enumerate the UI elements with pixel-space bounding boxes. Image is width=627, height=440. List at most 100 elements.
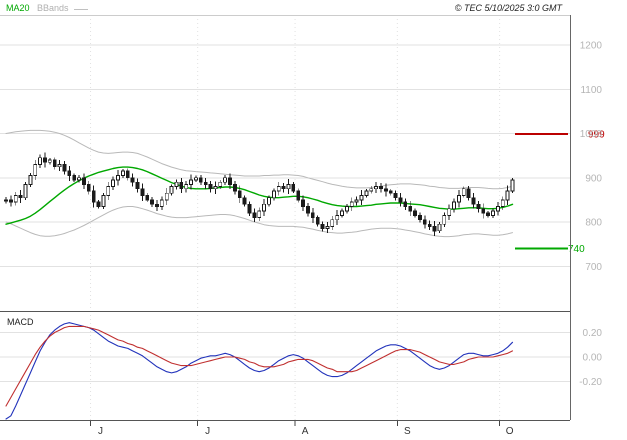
candle-body bbox=[213, 186, 218, 190]
candle-body bbox=[218, 181, 223, 188]
candle-body bbox=[232, 183, 237, 192]
candle-body bbox=[184, 183, 189, 190]
candle-body bbox=[198, 177, 203, 183]
macd-axis-label: 0.20 bbox=[583, 328, 603, 339]
candle-body bbox=[23, 183, 28, 199]
candle-body bbox=[427, 223, 432, 227]
candle-body bbox=[281, 186, 286, 190]
candle-body bbox=[159, 199, 164, 207]
candle-body bbox=[495, 206, 500, 212]
candle-body bbox=[77, 177, 81, 181]
candle-body bbox=[437, 223, 442, 232]
candle-body bbox=[505, 190, 510, 201]
candle-body bbox=[383, 188, 388, 192]
candle-body bbox=[491, 210, 495, 216]
price-axis-label: 1200 bbox=[580, 41, 603, 52]
candle-body bbox=[471, 197, 476, 205]
candle-body bbox=[38, 157, 42, 165]
candle-body bbox=[369, 188, 374, 192]
month-label: S bbox=[404, 426, 411, 437]
price-axis-label: 1100 bbox=[580, 85, 602, 96]
candle-body bbox=[315, 217, 320, 225]
candle-body bbox=[286, 183, 291, 190]
candle-body bbox=[500, 199, 505, 207]
candle-body bbox=[18, 195, 23, 199]
candle-body bbox=[164, 192, 169, 201]
candle-body bbox=[125, 170, 130, 179]
candle-body bbox=[242, 197, 247, 205]
bbands-legend-line-icon bbox=[74, 9, 88, 10]
candle-body bbox=[47, 159, 52, 163]
price-axis-label: 700 bbox=[585, 262, 602, 273]
candle-body bbox=[150, 199, 155, 205]
price-axis-label: 1000 bbox=[580, 129, 603, 140]
bbands-lower-line bbox=[5, 206, 513, 238]
month-label: J bbox=[205, 426, 210, 437]
candle-body bbox=[267, 197, 271, 205]
month-label: A bbox=[302, 426, 309, 437]
candle-body bbox=[374, 186, 379, 190]
price-gridlines bbox=[0, 44, 570, 267]
candle-body bbox=[120, 170, 125, 176]
macd-panel-label: MACD bbox=[7, 317, 34, 327]
alert-lines: 999 740 bbox=[515, 129, 605, 255]
bbands-upper-line bbox=[5, 129, 513, 190]
candle-body bbox=[57, 164, 62, 168]
candle-body bbox=[340, 210, 344, 216]
month-label: J bbox=[98, 426, 103, 437]
candles bbox=[4, 152, 515, 237]
candle-body bbox=[228, 177, 232, 185]
candle-body bbox=[72, 175, 77, 181]
candle-body bbox=[145, 195, 150, 201]
candle-body bbox=[247, 203, 252, 214]
price-axis-labels: 1200 1100 1000 900 800 700 bbox=[580, 41, 603, 273]
candle-body bbox=[306, 206, 310, 214]
candle-body bbox=[418, 214, 422, 221]
alert-line-label: 740 bbox=[568, 244, 585, 255]
candle-body bbox=[262, 203, 267, 212]
month-label: O bbox=[506, 426, 514, 437]
candle-body bbox=[452, 201, 456, 210]
candle-body bbox=[349, 201, 354, 207]
candle-body bbox=[354, 199, 359, 203]
candle-body bbox=[62, 164, 67, 172]
candle-body bbox=[398, 197, 403, 203]
candle-body bbox=[223, 177, 228, 183]
candle-body bbox=[8, 199, 13, 203]
candle-body bbox=[67, 170, 72, 176]
candle-body bbox=[101, 195, 106, 207]
candle-body bbox=[96, 201, 101, 207]
candle-body bbox=[320, 223, 325, 230]
candle-body bbox=[413, 210, 417, 216]
panel-borders bbox=[0, 15, 571, 421]
ma20-line bbox=[5, 166, 514, 225]
candle-body bbox=[203, 181, 208, 185]
candle-body bbox=[194, 177, 198, 181]
candle-body bbox=[432, 226, 437, 232]
candle-body bbox=[86, 183, 91, 192]
macd-axis-label: -0.20 bbox=[579, 377, 602, 388]
candle-body bbox=[33, 164, 38, 176]
candle-body bbox=[174, 181, 179, 188]
month-separators bbox=[90, 15, 501, 420]
bbands-lower-line bbox=[5, 206, 513, 238]
candle-body bbox=[335, 214, 340, 221]
candle-body bbox=[208, 183, 213, 190]
candle-body bbox=[466, 188, 471, 199]
ma20-line bbox=[5, 166, 514, 225]
candle-body bbox=[155, 203, 159, 207]
price-axis-label: 900 bbox=[585, 173, 602, 184]
candle-body bbox=[140, 188, 145, 196]
candle-body bbox=[291, 183, 296, 192]
candle-body bbox=[82, 177, 86, 185]
candle-body bbox=[481, 208, 486, 214]
candle-body bbox=[510, 179, 515, 192]
price-axis-label: 800 bbox=[585, 218, 602, 229]
candle-body bbox=[52, 159, 57, 168]
bbands-upper-line bbox=[5, 129, 513, 190]
macd-axis-labels: 0.20 0.00 -0.20 bbox=[579, 328, 602, 388]
candle-body bbox=[344, 206, 349, 212]
macd-line bbox=[5, 322, 514, 420]
candle-body bbox=[447, 208, 452, 216]
